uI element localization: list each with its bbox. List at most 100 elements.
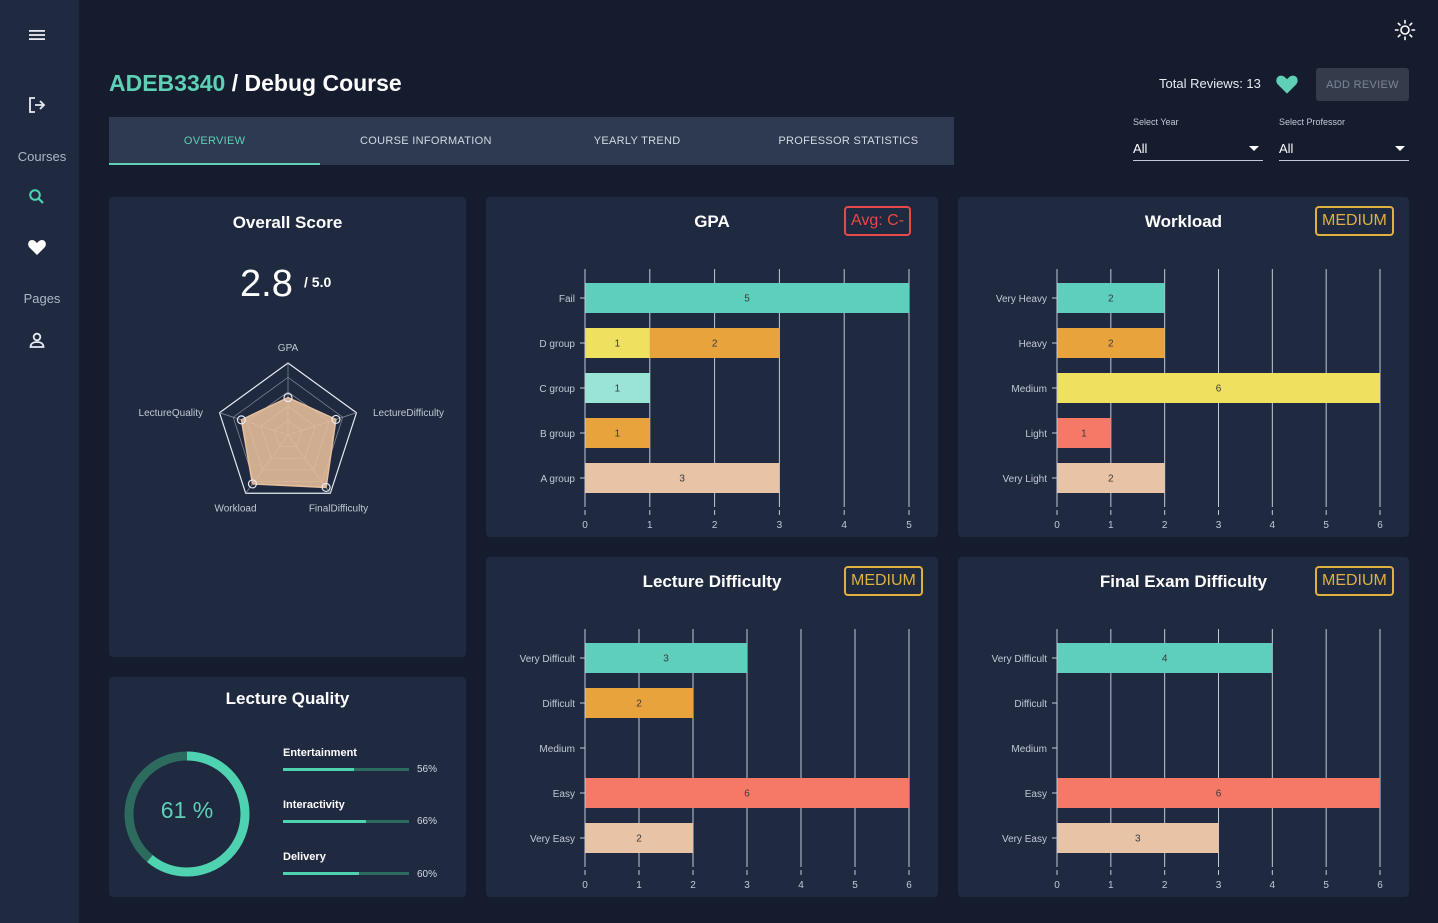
x-tick-label: 5 — [906, 520, 912, 531]
bar-segment[interactable] — [585, 643, 747, 673]
x-tick-label: 2 — [712, 520, 718, 531]
caret-down-icon — [1249, 146, 1259, 151]
x-tick-label: 1 — [1108, 520, 1114, 531]
bar-value-label: 6 — [744, 789, 750, 800]
tab-yearly-trend[interactable]: YEARLY TREND — [593, 135, 681, 147]
x-tick-label: 0 — [1054, 880, 1060, 891]
gpa-bar-chart: 0 1 2 3 4 5 Fail 5 D group 1 2 C group 1 B group 1 A gr… — [539, 269, 912, 531]
bar-segment[interactable] — [1057, 283, 1165, 313]
sidebar-item-search[interactable] — [20, 180, 54, 214]
tab-course-information[interactable]: COURSE INFORMATION — [360, 135, 492, 147]
select-professor-dropdown[interactable]: All — [1279, 137, 1409, 161]
logout-button[interactable] — [20, 88, 54, 122]
y-category-label: Very Difficult — [520, 654, 576, 665]
menu-button[interactable] — [20, 18, 54, 52]
bar-value-label: 2 — [1108, 294, 1114, 305]
bar-segment[interactable] — [585, 778, 909, 808]
select-professor-label: Select Professor — [1279, 117, 1346, 127]
metric-fill — [283, 768, 354, 771]
x-tick-label: 5 — [1323, 520, 1329, 531]
metric-pct-delivery: 60% — [417, 869, 438, 880]
gpa-avg-badge: Avg: C- — [844, 206, 912, 236]
final-difficulty-card: Final Exam Difficulty MEDIUM 0 1 2 3 4 5 6 Very… — [958, 557, 1409, 897]
page-title: ADEB3340 / Debug Course — [109, 70, 402, 97]
y-category-label: Very Light — [1003, 474, 1048, 485]
sidebar-item-profile[interactable] — [20, 323, 54, 357]
x-tick-label: 6 — [906, 880, 912, 891]
x-tick-label: 1 — [647, 520, 653, 531]
radar-point[interactable] — [236, 415, 247, 425]
bar-segment[interactable] — [585, 373, 650, 403]
select-professor: Select Professor All — [1279, 117, 1409, 161]
tab-overview[interactable]: OVERVIEW — [109, 117, 321, 165]
gpa-title: GPA — [694, 212, 730, 231]
radar-axis-label: LectureQuality — [139, 408, 203, 419]
bar-value-label: 3 — [679, 474, 685, 485]
bar-value-label: 2 — [1108, 474, 1114, 485]
x-tick-label: 4 — [1270, 880, 1276, 891]
bar-value-label: 5 — [744, 294, 750, 305]
y-category-label: A group — [541, 474, 576, 485]
bar-segment[interactable] — [1057, 463, 1165, 493]
lecture-difficulty-card: Lecture Difficulty MEDIUM 0 1 2 3 4 5 6 Very Di… — [486, 557, 938, 897]
caret-down-icon — [1395, 146, 1405, 151]
x-tick-label: 0 — [582, 520, 588, 531]
bar-segment[interactable] — [585, 463, 780, 493]
final-difficulty-bar-chart: 0 1 2 3 4 5 6 Very Difficult 4 Difficult Medium Eas… — [992, 629, 1383, 891]
tab-professor-statistics[interactable]: PROFESSOR STATISTICS — [778, 135, 919, 147]
bar-segment[interactable] — [585, 823, 693, 853]
lecture-quality-percent: 61 % — [160, 797, 214, 823]
final-difficulty-badge: MEDIUM — [1315, 566, 1394, 596]
total-reviews: Total Reviews: 13 — [1159, 76, 1261, 91]
metric-label-delivery: Delivery — [283, 851, 326, 863]
sun-icon — [1394, 19, 1416, 41]
radar-point[interactable] — [283, 392, 293, 403]
bar-segment[interactable] — [1057, 778, 1380, 808]
y-category-label: B group — [540, 429, 575, 440]
x-tick-label: 6 — [1377, 520, 1383, 531]
bar-segment[interactable] — [1057, 328, 1165, 358]
gpa-card: GPA Avg: C- 0 1 2 3 4 5 Fail 5 D group 1 2 C group 1… — [486, 197, 938, 537]
metric-bar-delivery — [283, 872, 409, 875]
metric-pct-entertainment: 56% — [417, 764, 438, 775]
search-icon — [29, 189, 44, 204]
workload-badge: MEDIUM — [1315, 206, 1394, 236]
lecture-quality-title: Lecture Quality — [225, 689, 350, 708]
radar-axis-label: FinalDifficulty — [309, 503, 368, 514]
x-tick-label: 3 — [744, 880, 750, 891]
add-review-button[interactable]: ADD REVIEW — [1316, 68, 1409, 101]
radar-chart: GPA LectureDifficulty FinalDifficulty Workl… — [139, 343, 444, 514]
sidebar-section-courses: Courses — [17, 149, 67, 164]
sidebar-item-favorites[interactable] — [20, 230, 54, 264]
y-category-label: Very Heavy — [996, 294, 1047, 305]
lecture-difficulty-badge: MEDIUM — [844, 566, 923, 596]
bar-segment[interactable] — [649, 328, 780, 358]
bar-segment[interactable] — [1057, 643, 1273, 673]
bar-value-label: 1 — [1081, 429, 1087, 440]
bar-segment[interactable] — [585, 283, 909, 313]
bar-segment[interactable] — [1057, 823, 1219, 853]
radar-point[interactable] — [331, 414, 341, 425]
bar-segment[interactable] — [585, 688, 693, 718]
radar-point[interactable] — [321, 482, 331, 493]
course-code: ADEB3340 — [109, 70, 226, 96]
select-year-dropdown[interactable]: All — [1133, 137, 1263, 161]
bar-segment[interactable] — [585, 418, 650, 448]
bar-value-label: 3 — [1135, 834, 1141, 845]
select-professor-value: All — [1279, 141, 1294, 156]
bar-value-label: 1 — [615, 429, 621, 440]
x-tick-label: 1 — [1108, 880, 1114, 891]
favorite-button[interactable] — [1275, 73, 1299, 97]
metric-pct-interactivity: 66% — [417, 816, 438, 827]
bar-segment[interactable] — [585, 328, 650, 358]
bar-segment[interactable] — [1057, 418, 1111, 448]
bar-value-label: 4 — [1162, 654, 1168, 665]
theme-toggle-button[interactable] — [1391, 16, 1419, 44]
select-year-value: All — [1133, 141, 1148, 156]
bar-segment[interactable] — [1057, 373, 1380, 403]
ring-fill — [124, 751, 250, 877]
radar-axis-label: GPA — [278, 343, 299, 354]
y-category-label: Very Easy — [530, 834, 575, 845]
sidebar-section-pages: Pages — [23, 291, 61, 306]
radar-point[interactable] — [247, 479, 258, 489]
